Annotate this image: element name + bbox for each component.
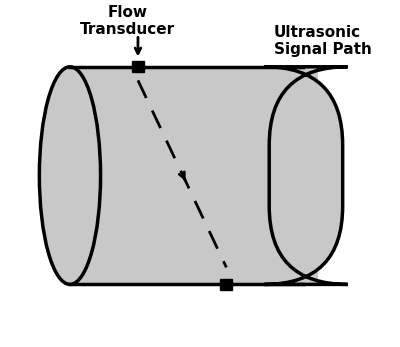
Text: Ultrasonic
Signal Path: Ultrasonic Signal Path	[274, 25, 372, 58]
Ellipse shape	[39, 67, 100, 285]
Bar	[132, 61, 144, 73]
Bar	[70, 67, 318, 285]
Bar	[220, 279, 232, 290]
Text: Flow
Transducer: Flow Transducer	[80, 5, 175, 37]
FancyBboxPatch shape	[264, 67, 348, 285]
